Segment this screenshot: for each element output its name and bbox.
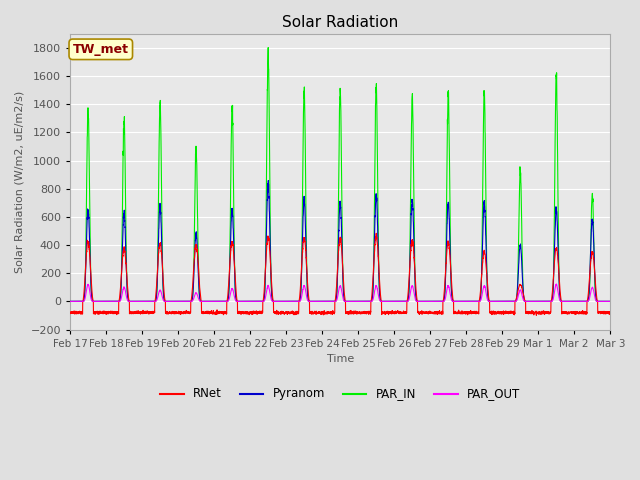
RNet	[67, 310, 74, 316]
PAR_OUT	[163, 299, 171, 304]
RNet	[163, 311, 171, 317]
Title: Solar Radiation: Solar Radiation	[282, 15, 398, 30]
Line: RNet: RNet	[70, 233, 611, 315]
Pyranom	[320, 299, 328, 304]
Legend: RNet, Pyranom, PAR_IN, PAR_OUT: RNet, Pyranom, PAR_IN, PAR_OUT	[156, 383, 525, 405]
Pyranom	[431, 299, 439, 304]
PAR_OUT	[606, 299, 614, 304]
PAR_IN	[431, 299, 439, 304]
RNet	[461, 309, 469, 315]
Pyranom	[606, 299, 614, 304]
PAR_OUT	[607, 299, 614, 304]
Line: PAR_OUT: PAR_OUT	[70, 284, 611, 301]
Pyranom	[163, 299, 171, 304]
Text: TW_met: TW_met	[73, 43, 129, 56]
RNet	[431, 310, 439, 316]
RNet	[607, 309, 614, 315]
RNet	[532, 312, 540, 318]
PAR_IN	[67, 299, 74, 304]
RNet	[320, 310, 328, 315]
PAR_OUT	[67, 299, 74, 304]
PAR_IN	[607, 299, 614, 304]
PAR_IN	[163, 299, 171, 304]
Pyranom	[492, 299, 500, 304]
Line: Pyranom: Pyranom	[70, 180, 611, 301]
X-axis label: Time: Time	[326, 354, 354, 364]
PAR_IN	[606, 299, 614, 304]
RNet	[492, 310, 500, 315]
PAR_OUT	[552, 281, 560, 287]
PAR_IN	[320, 299, 328, 304]
Line: PAR_IN: PAR_IN	[70, 48, 611, 301]
PAR_OUT	[320, 299, 328, 304]
Pyranom	[607, 299, 614, 304]
PAR_OUT	[492, 299, 500, 304]
RNet	[372, 230, 380, 236]
Pyranom	[264, 178, 272, 183]
PAR_IN	[492, 299, 500, 304]
Y-axis label: Solar Radiation (W/m2, uE/m2/s): Solar Radiation (W/m2, uE/m2/s)	[15, 91, 25, 273]
Pyranom	[461, 299, 469, 304]
PAR_IN	[264, 45, 272, 50]
RNet	[606, 310, 614, 315]
PAR_IN	[461, 299, 469, 304]
Pyranom	[67, 299, 74, 304]
PAR_OUT	[431, 299, 439, 304]
PAR_OUT	[461, 299, 469, 304]
